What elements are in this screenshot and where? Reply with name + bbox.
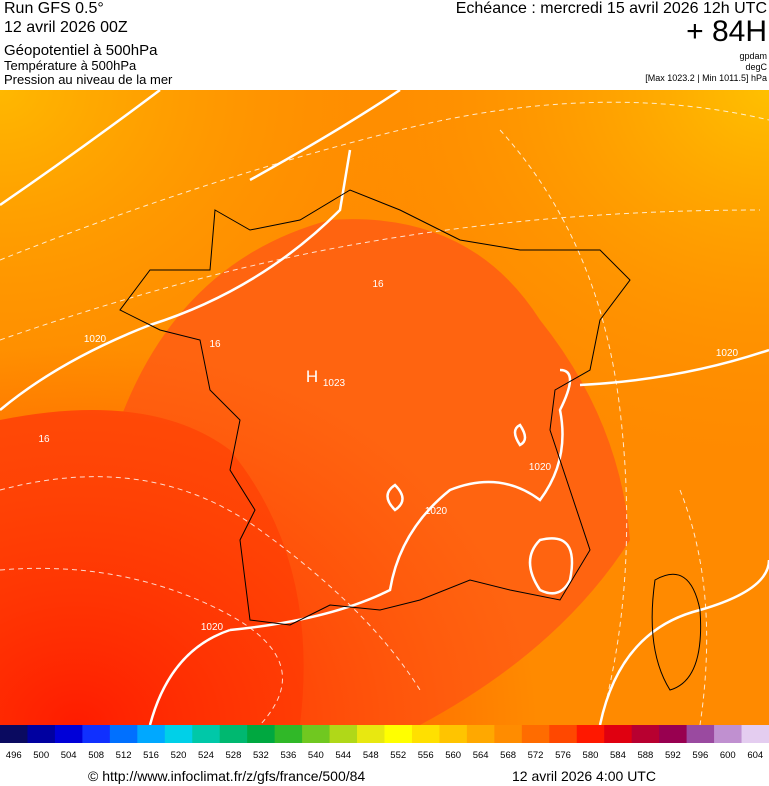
colorbar-cell <box>0 725 28 743</box>
colorbar-cell <box>54 725 83 743</box>
colorbar-cell <box>631 725 660 743</box>
colorbar-label: 604 <box>747 750 763 761</box>
colorbar-cell <box>659 725 688 743</box>
colorbar-label: 580 <box>583 750 599 761</box>
valid-time: Echéance : mercredi 15 avril 2026 12h UT… <box>455 0 767 17</box>
colorbar-label: 596 <box>692 750 708 761</box>
colorbar-cell <box>357 725 385 743</box>
colorbar: 496 500 504 508 512 516 520 524 528 532 536 540 544 5… <box>0 725 769 761</box>
range: [Max 1023.2 | Min 1011.5] hPa <box>645 73 767 83</box>
contour-label: 1023 <box>323 378 346 389</box>
contour-label: 1020 <box>84 334 107 345</box>
lead-time: + 84H <box>686 15 767 48</box>
colorbar-cell <box>164 725 193 743</box>
colorbar-label: 516 <box>143 750 159 761</box>
colorbar-cell <box>604 725 633 743</box>
footer-date: 12 avril 2026 4:00 UTC <box>512 768 656 784</box>
colorbar-label: 588 <box>637 750 653 761</box>
param: Pression au niveau de la mer <box>4 72 173 87</box>
param: Géopotentiel à 500hPa <box>4 42 158 59</box>
colorbar-label: 540 <box>308 750 324 761</box>
contour-label: 1020 <box>201 622 224 633</box>
colorbar-cell <box>137 725 166 743</box>
colorbar-label: 552 <box>390 750 406 761</box>
colorbar-cell <box>109 725 138 743</box>
contour-label: H <box>306 367 318 386</box>
colorbar-label: 512 <box>116 750 132 761</box>
colorbar-cell <box>27 725 56 743</box>
temperature-contours <box>0 101 769 725</box>
colorbar-label: 556 <box>418 750 434 761</box>
colorbar-cell <box>82 725 111 743</box>
unit: gpdam <box>739 51 767 61</box>
contour-label: 16 <box>38 434 50 445</box>
contour-label: 1020 <box>716 348 739 359</box>
colorbar-label: 576 <box>555 750 571 761</box>
colorbar-cell <box>302 725 331 743</box>
run-date: 12 avril 2026 00Z <box>4 19 128 36</box>
contour-label: 1020 <box>529 462 552 473</box>
colorbar-cell <box>329 725 358 743</box>
footer-source: © http://www.infoclimat.fr/z/gfs/france/… <box>88 768 366 784</box>
param: Température à 500hPa <box>4 58 137 73</box>
map: 1020 1020 1020 1020 1020 H 1023 16 16 16 <box>0 90 769 725</box>
colorbar-cell <box>247 725 276 743</box>
colorbar-cell <box>439 725 468 743</box>
run: Run GFS 0.5° <box>4 0 104 17</box>
colorbar-label: 520 <box>171 750 187 761</box>
contour-label: 16 <box>372 279 384 290</box>
corsica <box>651 573 702 691</box>
colorbar-cell <box>576 725 605 743</box>
colorbar-cell <box>549 725 578 743</box>
colorbar-cell <box>521 725 550 743</box>
colorbar-label: 500 <box>33 750 49 761</box>
colorbar-label: 584 <box>610 750 626 761</box>
colorbar-cell <box>686 725 715 743</box>
colorbar-cell <box>219 725 248 743</box>
colorbar-cell <box>192 725 221 743</box>
colorbar-label: 508 <box>88 750 104 761</box>
colorbar-cell <box>494 725 523 743</box>
colorbar-label: 532 <box>253 750 269 761</box>
colorbar-cell <box>714 725 743 743</box>
colorbar-label: 560 <box>445 750 461 761</box>
colorbar-label: 496 <box>6 750 22 761</box>
colorbar-label: 564 <box>473 750 489 761</box>
colorbar-label: 592 <box>665 750 681 761</box>
colorbar-cell <box>384 725 413 743</box>
colorbar-label: 544 <box>335 750 351 761</box>
unit: degC <box>745 62 767 72</box>
colorbar-label: 568 <box>500 750 516 761</box>
colorbar-cell <box>466 725 495 743</box>
colorbar-label: 528 <box>226 750 242 761</box>
colorbar-cell <box>741 725 769 743</box>
colorbar-label: 572 <box>528 750 544 761</box>
contour-label: 1020 <box>425 506 448 517</box>
colorbar-label: 504 <box>61 750 77 761</box>
field <box>0 90 769 725</box>
colorbar-label: 536 <box>280 750 296 761</box>
colorbar-label: 600 <box>720 750 736 761</box>
pressure-contours <box>0 90 769 725</box>
contour-label: 16 <box>209 339 221 350</box>
colorbar-label: 548 <box>363 750 379 761</box>
coastline <box>119 189 631 626</box>
colorbar-label: 524 <box>198 750 214 761</box>
colorbar-cell <box>274 725 303 743</box>
contour-labels: 1020 1020 1020 1020 1020 H 1023 16 16 16 <box>38 279 738 633</box>
colorbar-cell <box>411 725 440 743</box>
